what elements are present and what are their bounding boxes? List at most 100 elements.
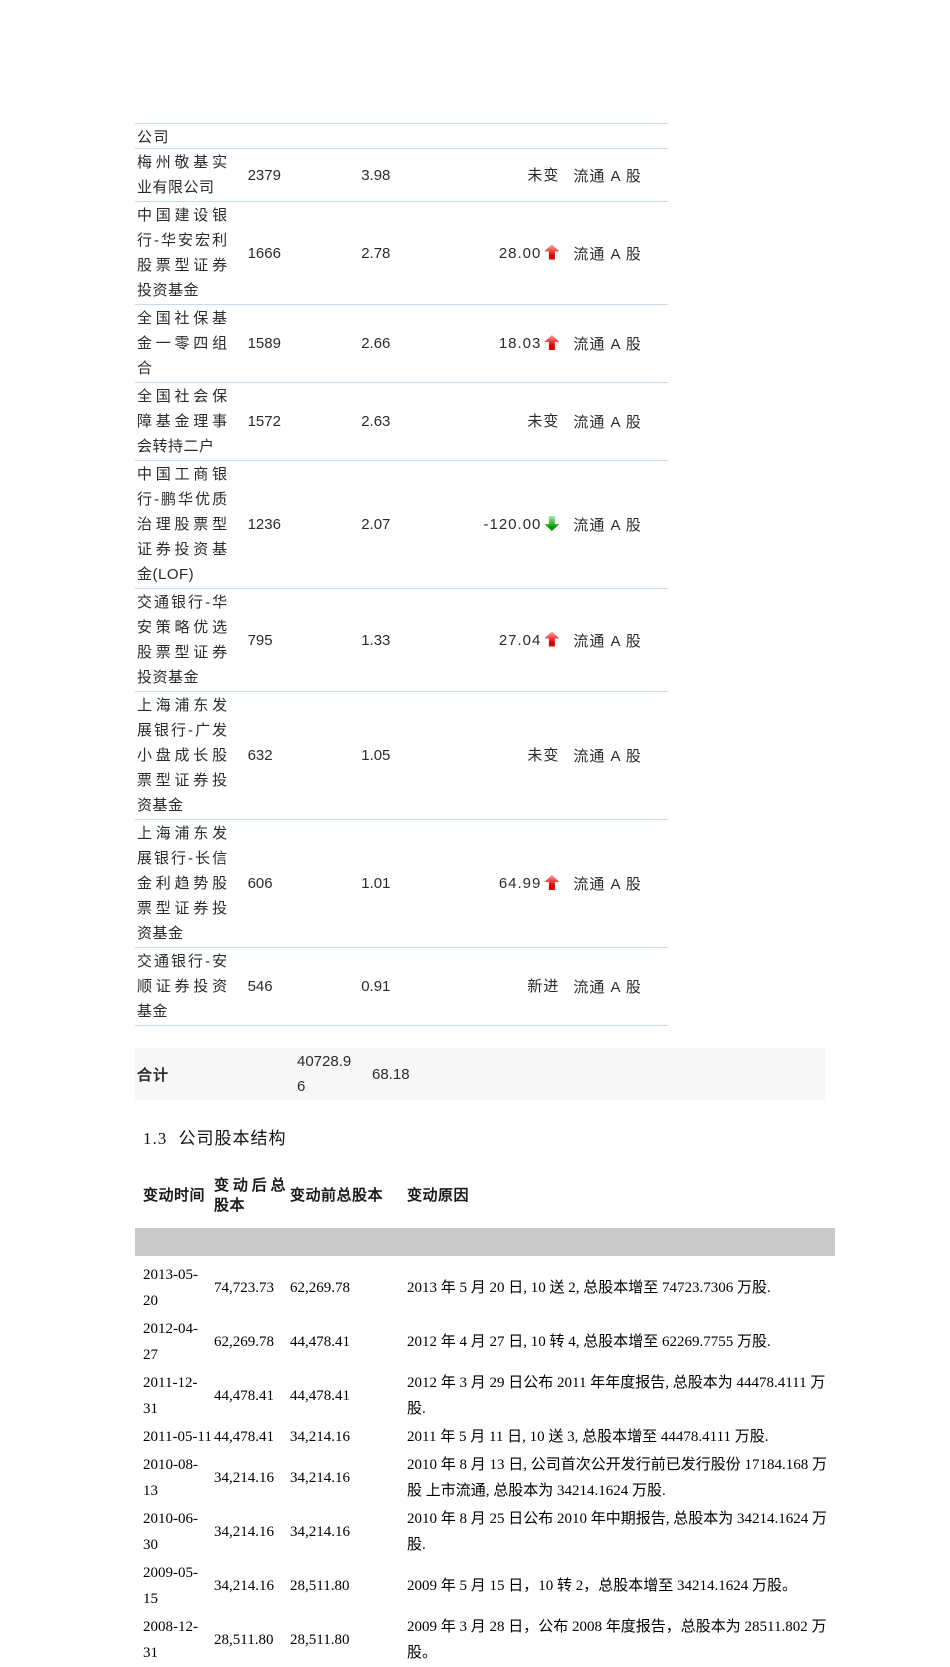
change-date: 2013-05-20 [143,1267,198,1309]
shareholders-table: 公司 梅州敬基实业有限公司 2379 3.98 未变 流通 A 股 中国建设银行… [135,123,668,1026]
table-row: 2013-05-20 74,723.73 62,269.78 2013 年 5 … [135,1259,835,1316]
holding-quantity: 606 [247,875,273,892]
report-page: 公司 梅州敬基实业有限公司 2379 3.98 未变 流通 A 股 中国建设银行… [0,123,950,1667]
table-row: 全国社保基金一零四组合 1589 2.66 18.03 流通 A 股 [135,304,668,383]
holding-change-cell: 64.99 [455,820,562,948]
change-date: 2010-06-30 [143,1511,198,1553]
total-row: 合计 40728.96 68.18 [135,1048,825,1100]
share-type: 流通 A 股 [573,876,642,893]
holding-change-value: 27.04 [498,631,542,649]
change-date: 2011-12-31 [143,1375,198,1417]
change-date: 2009-05-15 [143,1565,198,1607]
before-capital: 34,214.16 [290,1429,350,1445]
holding-change-value: 未变 [527,413,560,430]
table-row: 2008-12-31 28,511.80 28,511.80 2009 年 3 … [135,1613,835,1667]
table-row: 中国建设银行-华安宏利股票型证券投资基金 1666 2.78 28.00 流通 … [135,201,668,305]
before-capital: 34,214.16 [290,1470,350,1486]
holding-change-cell: 27.04 [455,589,562,692]
holding-ratio: 2.07 [361,516,391,533]
table-row: 2010-06-30 34,214.16 34,214.16 2010 年 8 … [135,1505,835,1559]
after-capital: 34,214.16 [214,1524,274,1540]
change-date: 2010-08-13 [143,1457,198,1499]
change-date: 2011-05-11 [143,1429,212,1445]
holding-ratio: 3.98 [361,166,391,184]
holding-quantity: 546 [247,978,273,995]
before-capital: 44,478.41 [290,1334,350,1350]
holding-change-cell: 未变 [455,383,562,461]
holding-change-value: 未变 [527,747,560,764]
holding-ratio: 2.66 [361,335,391,352]
holding-change-value: 未变 [527,166,560,184]
change-arrow-icon [544,516,560,531]
change-arrow-icon [544,875,560,890]
holding-change-cell: 新进 [455,948,562,1026]
before-capital: 34,214.16 [290,1524,350,1540]
table-row: 交通银行-华安策略优选股票型证券投资基金 795 1.33 27.04 流通 A… [135,588,668,692]
shareholder-name: 交通银行-华安策略优选股票型证券投资基金 [137,594,228,686]
change-reason: 2012 年 4 月 27 日, 10 转 4, 总股本增至 62269.775… [407,1334,771,1350]
after-capital: 44,478.41 [214,1429,274,1445]
after-capital: 34,214.16 [214,1578,274,1594]
after-capital: 34,214.16 [214,1470,274,1486]
share-type: 流通 A 股 [573,245,642,263]
holding-change-cell: 18.03 [455,305,562,383]
share-type: 流通 A 股 [573,748,642,765]
total-label: 合计 [137,1066,170,1084]
shareholder-name: 全国社会保障基金理事会转持二户 [137,388,228,455]
share-type: 流通 A 股 [573,517,642,534]
before-capital: 62,269.78 [290,1280,350,1296]
shareholder-name: 交通银行-安顺证券投资基金 [137,953,228,1020]
holding-change-cell: -120.00 [455,461,562,589]
before-capital: 28,511.80 [290,1632,350,1648]
change-arrow-icon [544,335,560,350]
before-capital: 44,478.41 [290,1388,350,1404]
holding-change-value: 18.03 [498,335,542,352]
change-date: 2008-12-31 [143,1619,198,1661]
table-row: 交通银行-安顺证券投资基金 546 0.91 新进 流通 A 股 [135,947,668,1026]
holding-change-value: -120.00 [483,516,542,533]
holding-change-cell: 未变 [455,692,562,820]
table-row: 梅州敬基实业有限公司 2379 3.98 未变 流通 A 股 [135,148,668,202]
before-capital: 28,511.80 [290,1578,350,1594]
share-type: 流通 A 股 [573,414,642,431]
change-reason: 2009 年 5 月 15 日，10 转 2，总股本增至 34214.1624 … [407,1578,798,1594]
holding-change-value: 64.99 [498,875,542,892]
table-row: 上海浦东发展银行-长信金利趋势股票型证券投资基金 606 1.01 64.99 … [135,819,668,948]
col-header-change-reason: 变动原因 [407,1187,470,1204]
shareholder-name: 上海浦东发展银行-长信金利趋势股票型证券投资基金 [137,825,228,942]
change-date: 2012-04-27 [143,1321,198,1363]
share-type: 流通 A 股 [573,167,642,185]
share-type: 流通 A 股 [573,979,642,996]
holding-ratio: 1.01 [361,875,391,892]
table-row: 2011-12-31 44,478.41 44,478.41 2012 年 3 … [135,1369,835,1423]
holding-change-cell: 28.00 [455,202,562,305]
col-header-after-capital: 变动后总股本 [214,1177,286,1214]
holding-ratio: 0.91 [361,978,391,995]
share-type: 流通 A 股 [573,632,642,650]
col-header-change-date: 变动时间 [143,1187,206,1204]
holding-quantity: 1666 [247,244,281,262]
after-capital: 62,269.78 [214,1334,274,1350]
after-capital: 74,723.73 [214,1280,274,1296]
holding-quantity: 632 [247,747,273,764]
table-row-partial: 公司 [135,123,668,149]
total-ratio: 68.18 [372,1065,410,1083]
holding-quantity: 1236 [247,516,281,533]
holding-ratio: 2.78 [361,244,391,262]
change-arrow-icon [544,631,560,647]
table-row: 全国社会保障基金理事会转持二户 1572 2.63 未变 流通 A 股 [135,382,668,461]
change-reason: 2013 年 5 月 20 日, 10 送 2, 总股本增至 74723.730… [407,1280,771,1296]
holding-ratio: 1.05 [361,747,391,764]
table-row: 上海浦东发展银行-广发小盘成长股票型证券投资基金 632 1.05 未变 流通 … [135,691,668,820]
holding-quantity: 2379 [247,166,281,184]
change-reason: 2010 年 8 月 13 日, 公司首次公开发行前已发行股份 17184.16… [407,1457,828,1499]
gray-separator-row [135,1223,835,1261]
change-reason: 2011 年 5 月 11 日, 10 送 3, 总股本增至 44478.411… [407,1429,769,1445]
after-capital: 28,511.80 [214,1632,274,1648]
change-reason: 2012 年 3 月 29 日公布 2011 年年度报告, 总股本为 44478… [407,1375,826,1417]
table-row: 2012-04-27 62,269.78 44,478.41 2012 年 4 … [135,1315,835,1369]
table-row: 2011-05-11 44,478.41 34,214.16 2011 年 5 … [135,1423,835,1451]
change-arrow-icon [544,244,560,260]
col-header-before-capital: 变动前总股本 [290,1187,384,1204]
holding-quantity: 795 [247,631,273,649]
